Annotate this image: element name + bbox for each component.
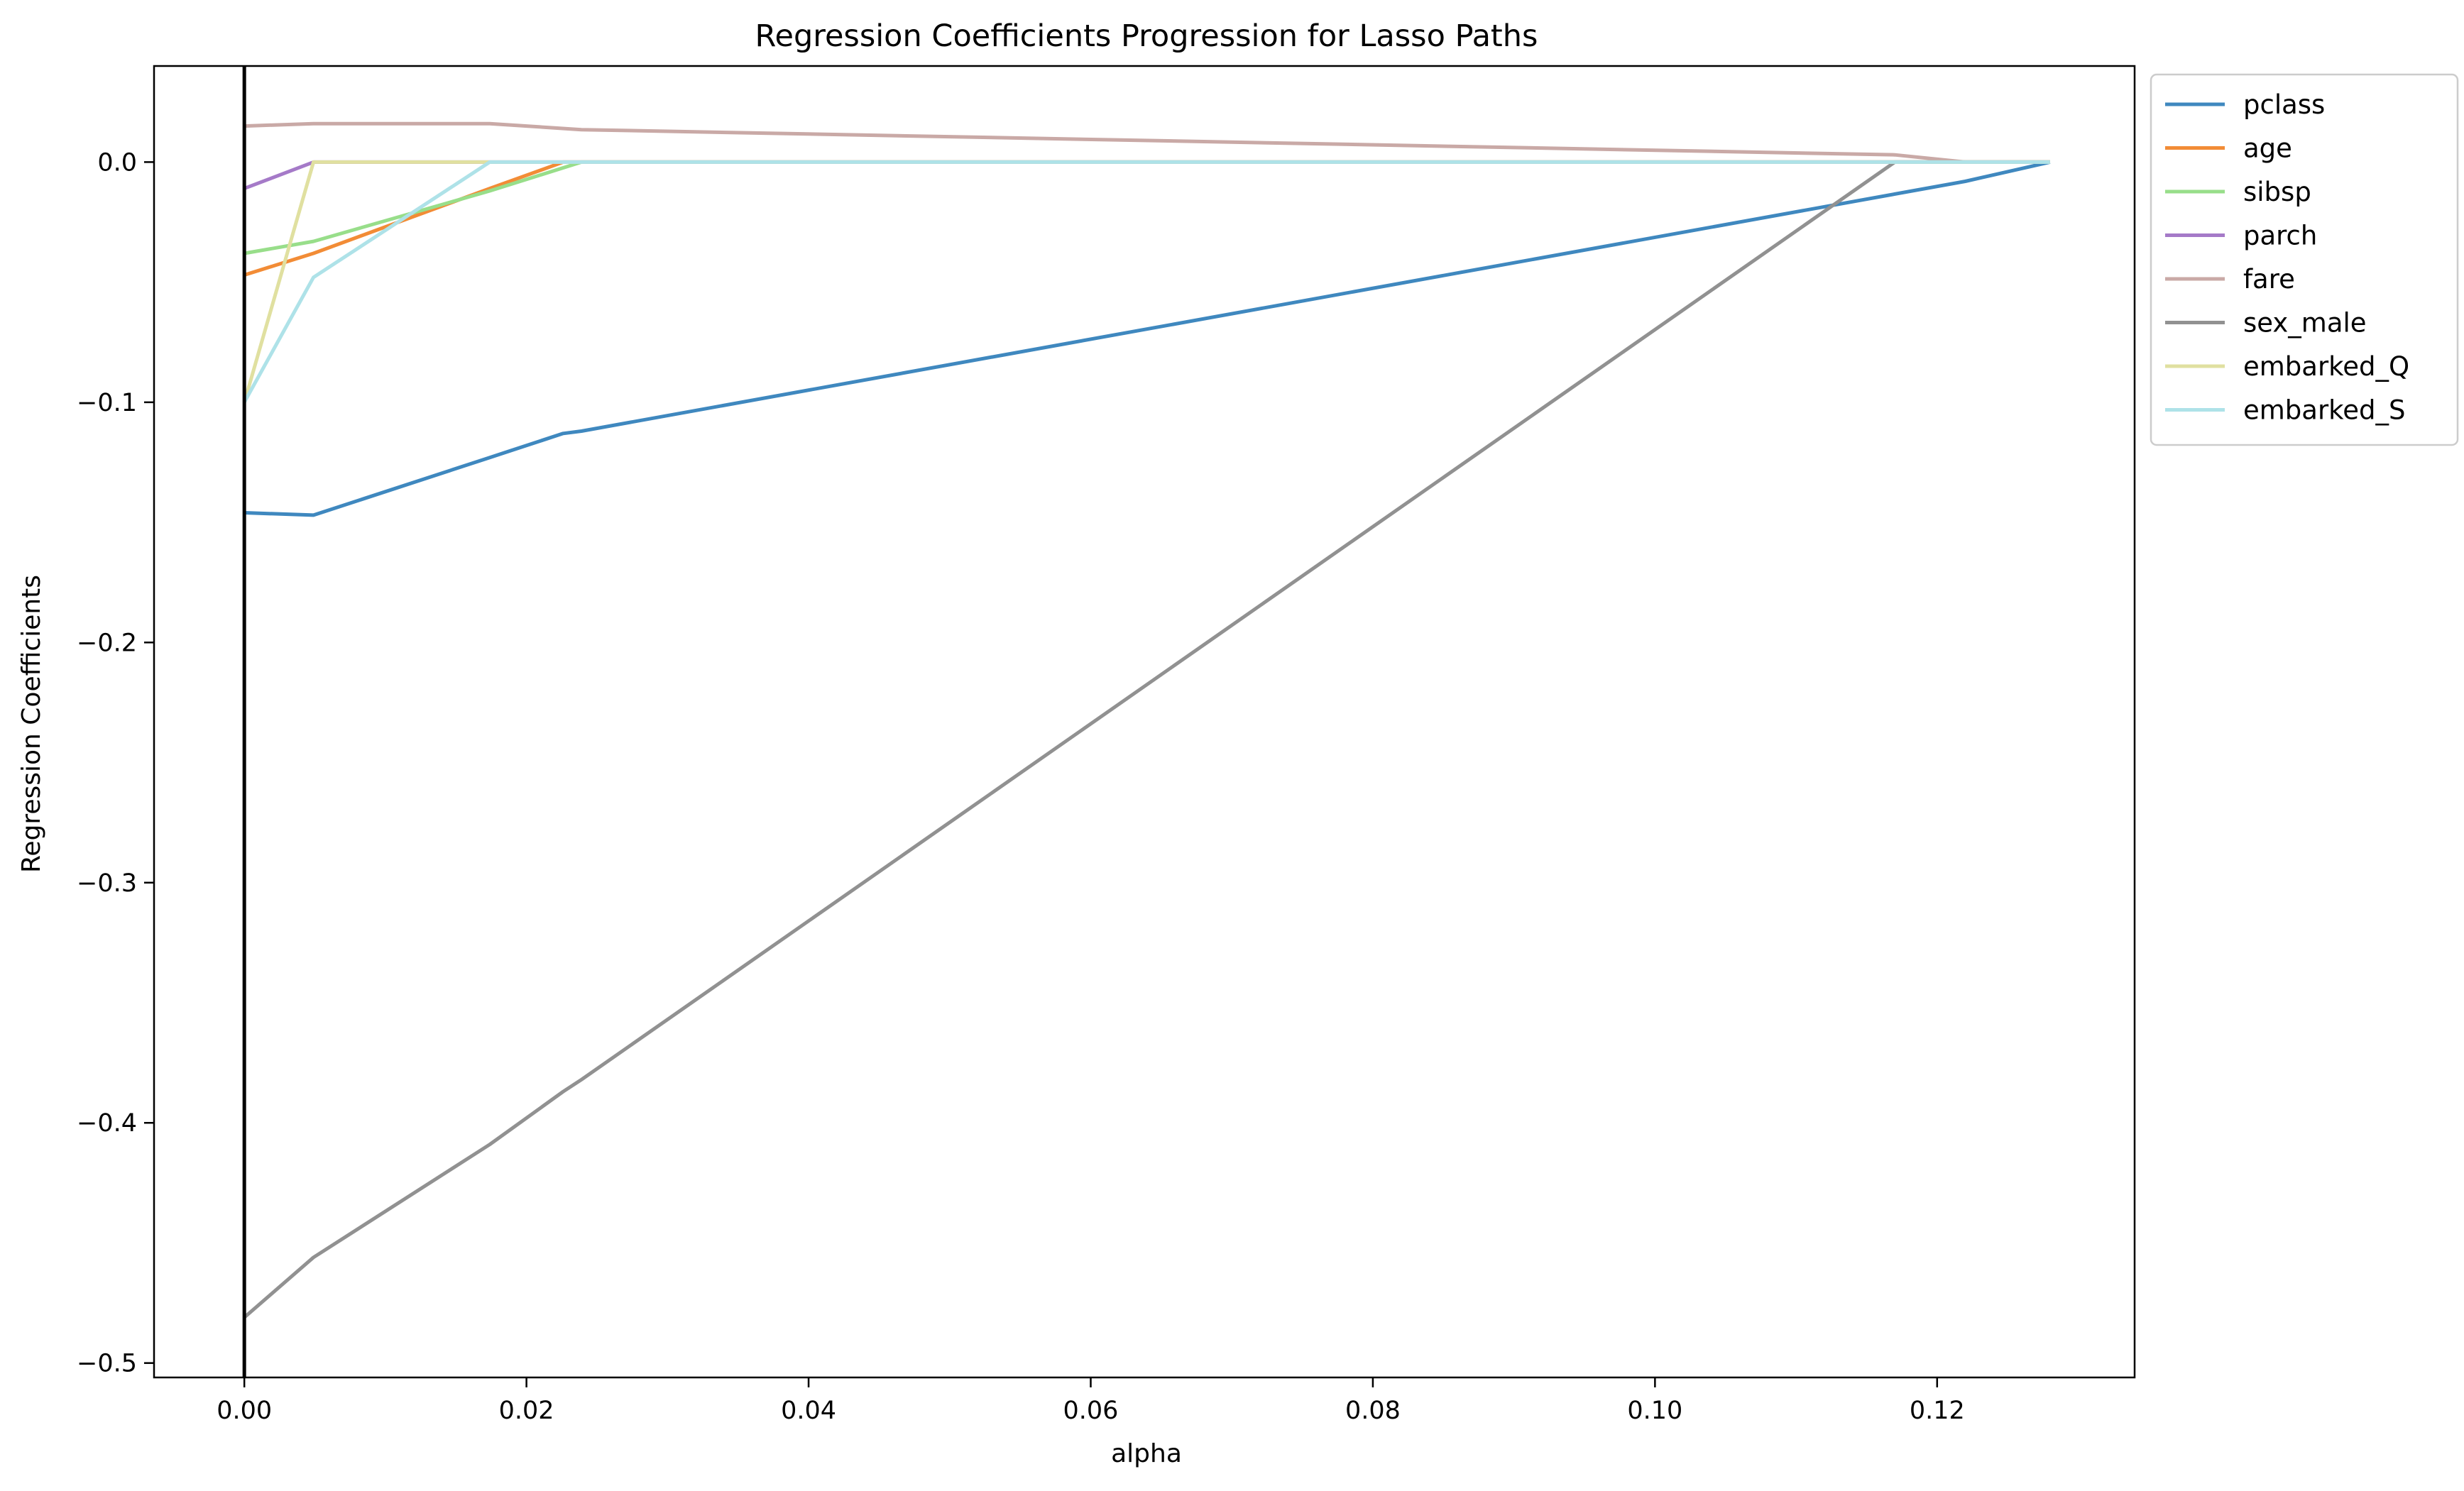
x-tick-label: 0.10 bbox=[1627, 1397, 1682, 1425]
series-line-sibsp bbox=[243, 160, 2050, 255]
y-tick-label: −0.4 bbox=[77, 1109, 137, 1138]
x-axis-title: alpha bbox=[1111, 1439, 1182, 1468]
y-tick-label: −0.5 bbox=[77, 1350, 137, 1378]
legend-label-parch: parch bbox=[2243, 221, 2317, 251]
chart-title: Regression Coefficients Progression for … bbox=[755, 18, 1538, 54]
y-tick-label: −0.2 bbox=[77, 629, 137, 657]
plot-frame bbox=[153, 65, 2136, 1379]
plot-area: 0.00 0.02 0.04 0.06 0.08 0.10 0.12 0.0 −0.1 −0.2 −… bbox=[77, 65, 2136, 1425]
series-line-sex-male bbox=[243, 160, 2050, 1319]
x-tick-label: 0.12 bbox=[1910, 1397, 1965, 1425]
legend-label-sibsp: sibsp bbox=[2243, 177, 2311, 207]
series-line-embarked-Q bbox=[242, 160, 2050, 403]
x-tick-label: 0.00 bbox=[217, 1397, 272, 1425]
series-line-fare bbox=[244, 121, 2050, 164]
x-tick-label: 0.02 bbox=[499, 1397, 554, 1425]
legend-label-fare: fare bbox=[2243, 264, 2295, 295]
legend-label-embarked-Q: embarked_Q bbox=[2243, 351, 2409, 382]
x-tick-label: 0.04 bbox=[781, 1397, 836, 1425]
y-tick-label: −0.3 bbox=[77, 869, 137, 898]
legend-label-embarked-S: embarked_S bbox=[2243, 395, 2406, 426]
series-line-age bbox=[243, 160, 2050, 277]
legend: pclass age sibsp parch fare sex_male embarked_… bbox=[2150, 73, 2459, 446]
y-tick-label: −0.1 bbox=[77, 389, 137, 417]
y-axis-title: Regression Coefficients bbox=[17, 575, 46, 873]
y-tick-label: 0.0 bbox=[97, 148, 137, 177]
series-line-pclass bbox=[244, 160, 2051, 517]
x-tick-label: 0.06 bbox=[1063, 1397, 1119, 1425]
legend-label-age: age bbox=[2243, 133, 2292, 164]
legend-frame bbox=[2150, 73, 2459, 446]
series-line-embarked-S bbox=[243, 160, 2050, 404]
x-tick-label: 0.08 bbox=[1345, 1397, 1401, 1425]
legend-label-pclass: pclass bbox=[2243, 89, 2325, 120]
legend-label-sex-male: sex_male bbox=[2243, 308, 2367, 339]
